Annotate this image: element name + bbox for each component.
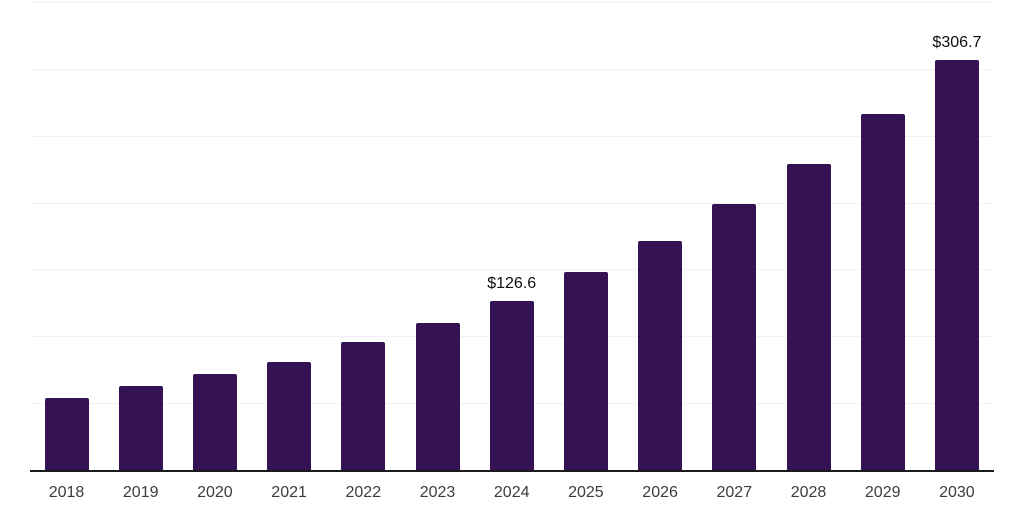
x-tick-label-2020: 2020	[197, 484, 233, 501]
bar-2025	[563, 272, 608, 470]
bar-2019	[118, 385, 163, 470]
bar-2022	[341, 341, 386, 470]
x-tick-label-2022: 2022	[345, 484, 382, 501]
gridline-y150	[30, 269, 994, 271]
gridline-y350	[30, 2, 994, 3]
x-tick-label-2029: 2029	[864, 484, 901, 501]
bar-2023	[415, 322, 460, 470]
x-tick-label-2026: 2026	[642, 484, 678, 501]
bar-2026	[638, 241, 683, 470]
x-tick-label-2025: 2025	[568, 484, 604, 501]
bar-2024	[489, 300, 534, 470]
gridline-y300	[30, 68, 994, 70]
data-label-2030: $306.7	[932, 33, 982, 51]
x-tick-label-2023: 2023	[419, 484, 456, 501]
gridline-y250	[30, 135, 994, 137]
data-label-2024: $126.6	[487, 274, 537, 292]
x-tick-label-2030: 2030	[939, 484, 975, 501]
bar-2030	[934, 59, 979, 470]
bar-2018	[44, 398, 89, 470]
x-tick-label-2018: 2018	[48, 484, 85, 501]
x-tick-label-2021: 2021	[271, 484, 307, 501]
bar-2021	[267, 361, 312, 470]
bar-2028	[786, 163, 831, 470]
x-tick-label-2027: 2027	[716, 484, 753, 501]
gridline-y200	[30, 202, 994, 204]
bar-2020	[192, 373, 237, 470]
x-tick-label-2019: 2019	[122, 484, 159, 501]
x-tick-label-2024: 2024	[493, 484, 530, 501]
x-tick-label-2028: 2028	[790, 484, 827, 501]
bar-2027	[712, 203, 757, 470]
x-axis-line	[30, 470, 994, 472]
bar-2029	[860, 114, 905, 470]
